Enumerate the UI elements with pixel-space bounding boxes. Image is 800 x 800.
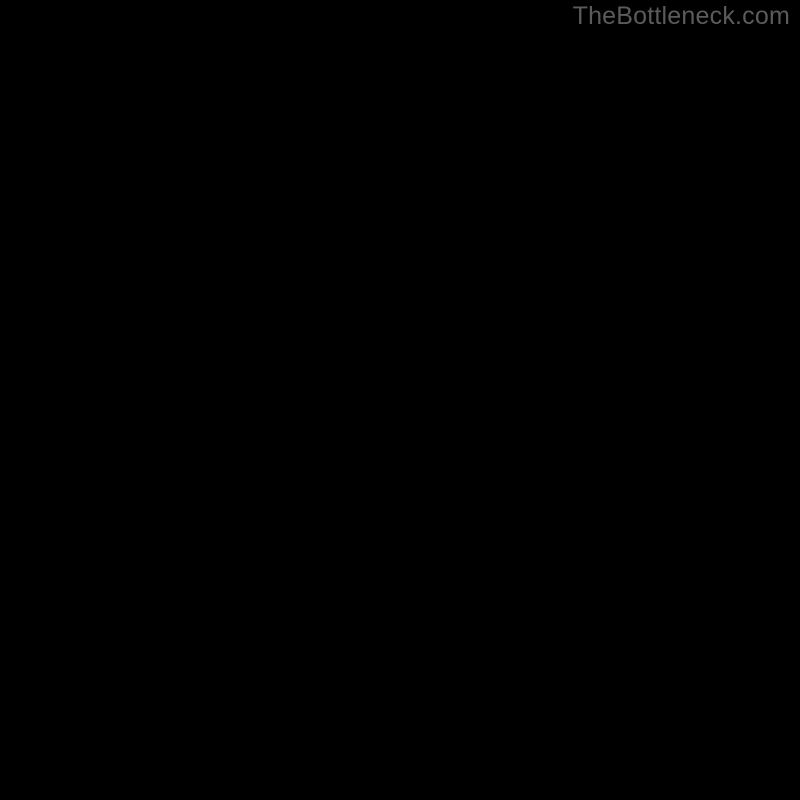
attribution-text: TheBottleneck.com bbox=[573, 2, 790, 31]
chart-container: TheBottleneck.com bbox=[0, 0, 800, 800]
chart-black-frame bbox=[0, 0, 800, 800]
